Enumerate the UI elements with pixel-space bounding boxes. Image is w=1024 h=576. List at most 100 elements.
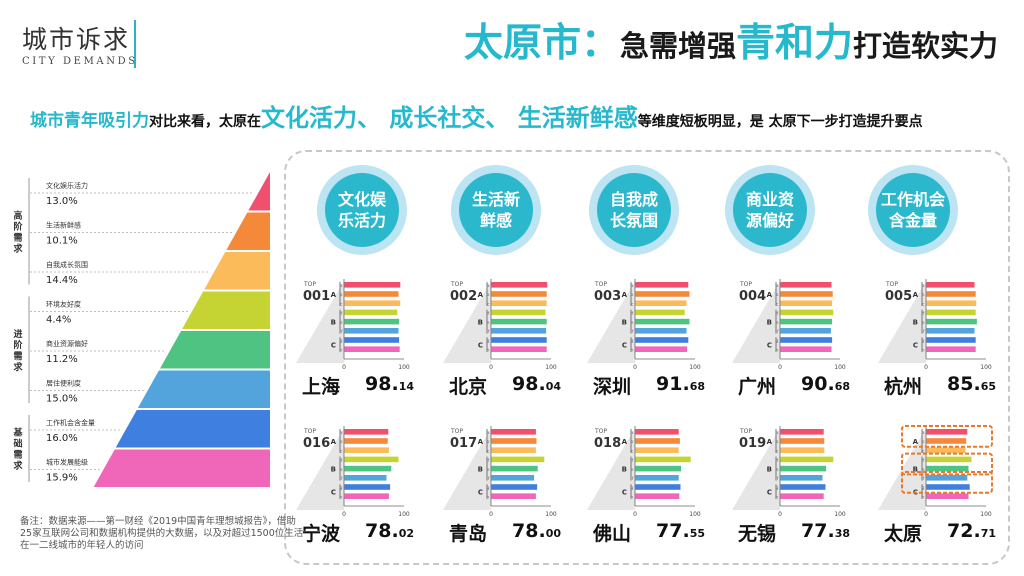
category-label: b (631, 439, 634, 445)
x-tick-label: 0 (489, 511, 493, 518)
x-tick-label: 100 (689, 511, 701, 518)
group-label: A (767, 291, 773, 299)
group-label: A (622, 438, 628, 446)
category-label: g (340, 486, 343, 491)
x-tick-label: 100 (545, 364, 557, 371)
metric-bar (926, 300, 977, 306)
top-label: TOP (303, 281, 316, 288)
group-label: B (478, 319, 483, 327)
metric-bar (344, 465, 392, 472)
top-label: TOP (303, 428, 316, 435)
city-name: 宁波 (302, 523, 341, 545)
group-label: C (767, 489, 772, 497)
metric-bar (491, 429, 536, 435)
score-decimal: 00 (545, 527, 561, 540)
group-label: B (478, 466, 483, 474)
subtitle-text-a: 对比来看，太原在 (149, 114, 261, 130)
city-name: 上海 (302, 376, 341, 398)
metric-bar (491, 438, 537, 444)
x-tick-label: 100 (834, 364, 846, 371)
city-name: 广州 (738, 376, 777, 398)
pyramid-group-label: 基 (12, 427, 23, 439)
top-label: TOP (739, 428, 752, 435)
category-label: d (487, 458, 490, 464)
chart-ramp (878, 281, 926, 363)
score-integer: 78. (365, 520, 399, 542)
metric-bar (491, 456, 545, 463)
metric-bar (780, 484, 826, 490)
city-score: 72.71 (947, 520, 996, 542)
category-label: g (487, 486, 490, 491)
metric-bar (344, 475, 387, 481)
chart-ramp (587, 428, 635, 510)
category-label: c (922, 302, 925, 307)
pyramid-band (137, 370, 270, 408)
pyramid-band (204, 252, 270, 290)
metric-bar (491, 447, 536, 453)
score-integer: 77. (656, 520, 690, 542)
group-label: B (331, 466, 336, 474)
category-label: b (922, 292, 925, 298)
metric-bar (780, 300, 833, 306)
category-label: e (487, 321, 490, 326)
group-label: A (331, 438, 337, 446)
category-label: d (631, 311, 634, 317)
metric-bar (344, 429, 389, 435)
metric-bar (344, 438, 388, 444)
category-label: b (487, 292, 490, 298)
metric-bar (491, 337, 547, 343)
score-decimal: 02 (398, 527, 414, 540)
city-name: 杭州 (884, 376, 923, 398)
needs-pyramid: 文化娱乐活力 13.0% 生活新鲜感 10.1% 自我成长氛围 14.4% 环境友好度 4.4… (12, 172, 270, 487)
group-label: C (478, 489, 483, 497)
city-name: 无锡 (738, 523, 777, 545)
category-label: e (922, 468, 925, 473)
score-decimal: 65 (980, 380, 996, 393)
category-label: g (487, 339, 490, 344)
chart-ramp (732, 428, 780, 510)
metric-bar (635, 438, 680, 444)
category-label: f (777, 329, 779, 335)
category-label: c (340, 449, 343, 454)
metric-bar (635, 447, 679, 453)
category-label: f (341, 476, 343, 482)
x-tick-label: 0 (924, 364, 928, 371)
metric-bar (344, 318, 400, 325)
score-integer: 90. (801, 373, 835, 395)
group-label: A (913, 291, 919, 299)
category-label: b (922, 439, 925, 445)
metric-bar (780, 493, 824, 499)
city-name: 佛山 (593, 523, 632, 545)
subtitle-highlight: 文化活力、 成长社交、 生活新鲜感 (261, 104, 638, 132)
brand-subtitle: CITY DEMANDS (22, 56, 138, 67)
subtitle-text-b: 等维度短板明显，是 太原下一步打造提升要点 (637, 114, 923, 130)
category-label: b (340, 439, 343, 445)
score-integer: 78. (512, 520, 546, 542)
group-label: C (767, 342, 772, 350)
pyramid-band (93, 449, 270, 487)
group-label: A (767, 438, 773, 446)
category-label: g (776, 486, 779, 491)
metric-bar (491, 300, 547, 306)
group-label: C (331, 342, 336, 350)
dimension-label: 文化娱 乐活力 (325, 173, 399, 247)
pyramid-group-label: 进 (13, 328, 22, 340)
x-tick-label: 0 (778, 511, 782, 518)
category-label: d (340, 458, 343, 464)
top-label: TOP (885, 281, 898, 288)
score-integer: 98. (365, 373, 399, 395)
metric-bar (926, 493, 969, 499)
metric-bar (344, 456, 399, 463)
category-label: f (923, 476, 925, 482)
group-label: A (331, 291, 337, 299)
metric-bar (780, 346, 832, 352)
score-integer: 98. (512, 373, 546, 395)
category-label: g (631, 339, 634, 344)
pyramid-level-label: 城市发展能级 (46, 458, 88, 467)
metric-bar (635, 300, 687, 306)
